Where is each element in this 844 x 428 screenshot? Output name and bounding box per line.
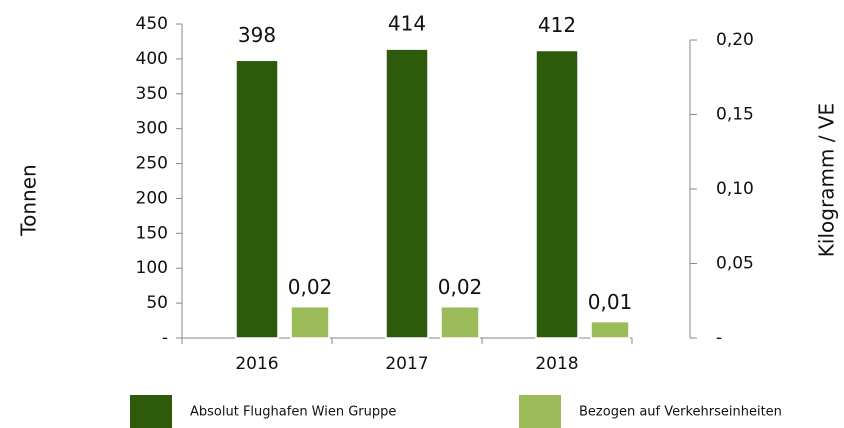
legend-swatch <box>519 395 561 428</box>
bar <box>590 320 630 339</box>
y-tick-label: 300 <box>136 119 168 139</box>
data-label: 414 <box>388 12 426 36</box>
x-tick-label: 2016 <box>235 354 278 374</box>
bar <box>235 59 279 339</box>
y-axis-title: Tonnen <box>17 164 41 236</box>
data-label: 398 <box>238 23 276 47</box>
legend-label: Bezogen auf Verkehrseinheiten <box>579 405 782 420</box>
y-tick-label: 200 <box>136 188 168 208</box>
bar <box>535 49 579 339</box>
y-tick-label: 50 <box>146 293 168 313</box>
y2-tick-label: 0,05 <box>716 254 754 274</box>
data-label: 0,02 <box>438 275 483 299</box>
bar <box>290 305 330 339</box>
y2-axis-title: Kilogramm / VE <box>815 103 839 257</box>
y2-tick-label: 0,15 <box>716 105 754 125</box>
bar <box>440 305 480 339</box>
y-tick-label: 450 <box>136 14 168 34</box>
y-tick-label: 250 <box>136 154 168 174</box>
legend-swatch <box>130 395 172 428</box>
bar <box>385 48 429 339</box>
data-label: 0,02 <box>288 275 333 299</box>
x-tick-label: 2018 <box>535 354 578 374</box>
y-tick-label: 100 <box>136 258 168 278</box>
data-label: 412 <box>538 13 576 37</box>
legend-label: Absolut Flughafen Wien Gruppe <box>190 405 396 420</box>
x-tick-label: 2017 <box>385 354 428 374</box>
y-tick-label: 150 <box>136 223 168 243</box>
data-label: 0,01 <box>588 290 633 314</box>
y2-tick-label: - <box>716 328 722 348</box>
y-tick-label: 400 <box>136 49 168 69</box>
y2-tick-label: 0,10 <box>716 179 754 199</box>
y-tick-label: 350 <box>136 84 168 104</box>
y2-tick-label: 0,20 <box>716 30 754 50</box>
y-tick-label: - <box>162 328 168 348</box>
